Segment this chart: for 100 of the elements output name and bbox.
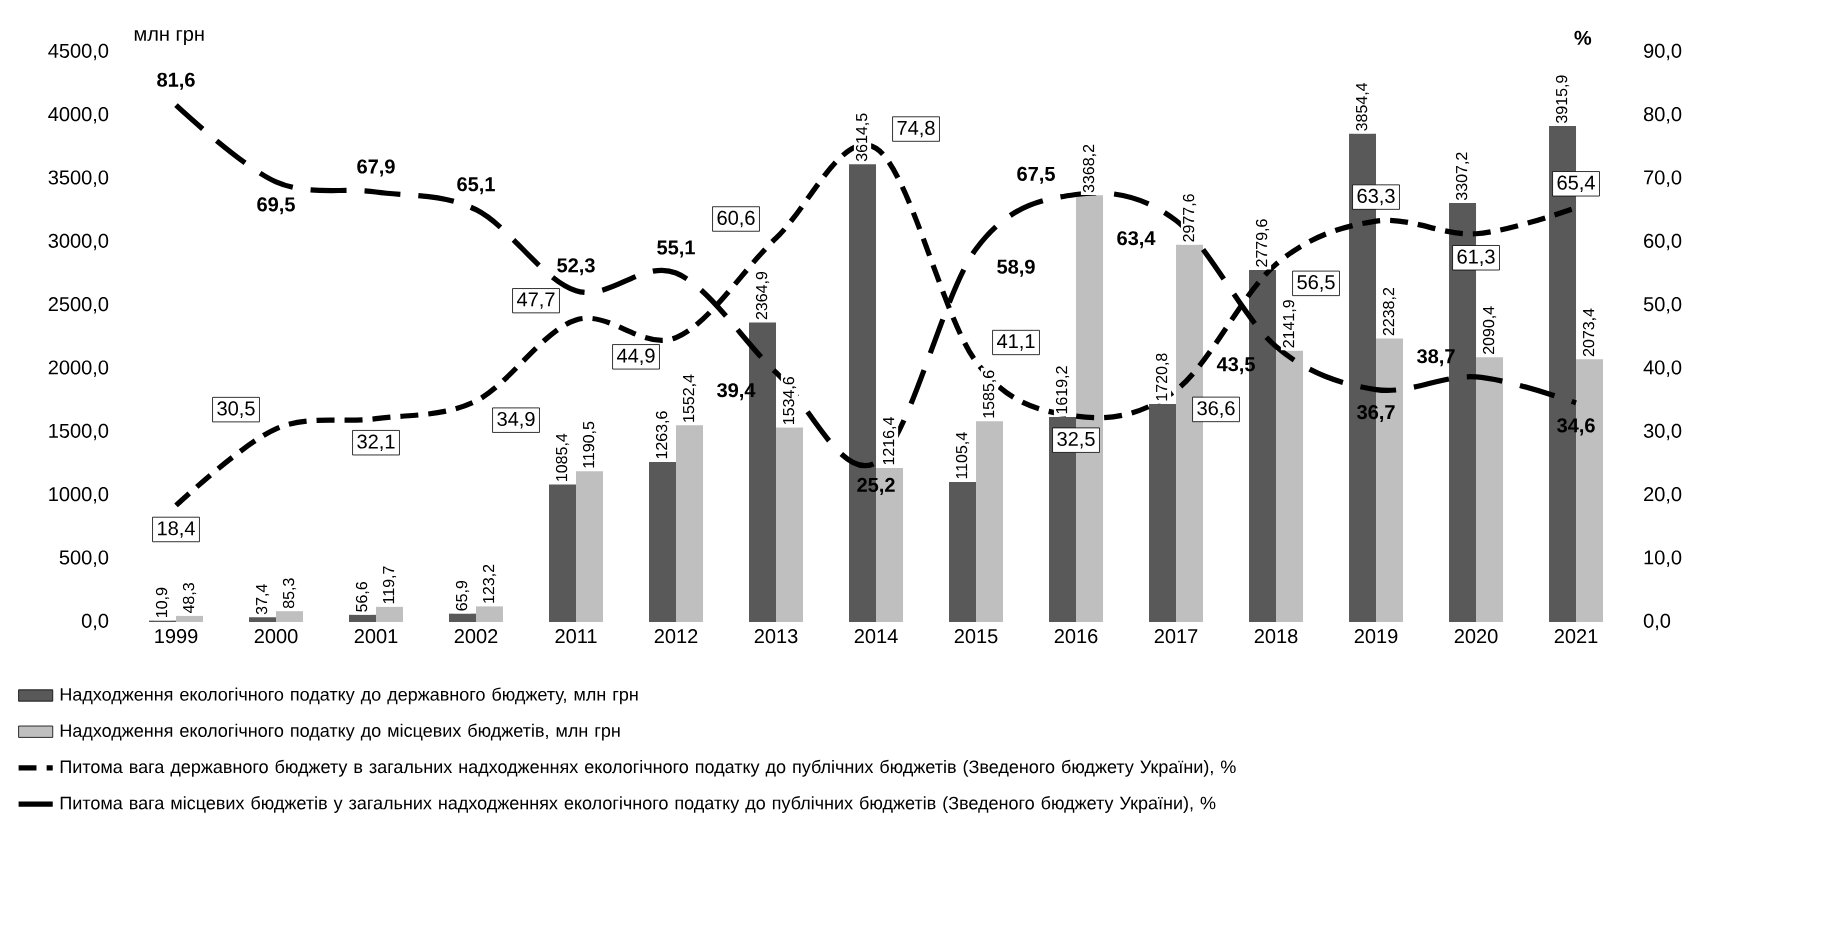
data-label: 32,5 — [1057, 431, 1095, 449]
x-tick-label: 2014 — [854, 629, 898, 644]
y-tick-label: 4000,0 — [48, 107, 109, 124]
data-label: 1585,6 — [982, 370, 997, 418]
data-label: 56,5 — [1297, 275, 1335, 292]
data-label: 2779,6 — [1255, 219, 1270, 267]
data-label: 1085,4 — [555, 433, 570, 481]
y-tick-label: 500,0 — [59, 550, 109, 567]
legend-label: Питома вага місцевих бюджетів у загальних надходженнях екологічного податку до публічних бюджетів (Зведеного бюджету України), % — [60, 796, 1216, 813]
legend-label: Надходження екологічного податку до місцевих бюджетів, млн грн — [60, 723, 620, 741]
data-label: 41,1 — [997, 334, 1035, 351]
y2-tick-label: 70,0 — [1644, 170, 1682, 187]
data-label: 2141,9 — [1282, 300, 1297, 348]
data-label: 2090,4 — [1482, 306, 1497, 354]
bar — [476, 606, 504, 622]
y-tick-label: 0,0 — [81, 613, 109, 631]
x-tick-label: 2017 — [1154, 629, 1198, 644]
data-label: 25,2 — [857, 477, 895, 495]
data-label: 55,1 — [657, 240, 695, 258]
data-label: 48,3 — [182, 583, 197, 614]
bar — [449, 613, 477, 622]
data-label: 1534,6 — [782, 376, 797, 424]
data-label: 36,7 — [1357, 405, 1395, 423]
x-tick-label: 2021 — [1554, 629, 1598, 644]
x-tick-label: 2013 — [754, 629, 798, 644]
bar — [576, 471, 604, 622]
x-tick-label: 2018 — [1254, 629, 1298, 644]
y-tick-label: 3000,0 — [48, 233, 109, 251]
data-label: 30,5 — [217, 401, 255, 418]
data-label: 2238,2 — [1382, 287, 1397, 336]
y-tick-label: 2000,0 — [48, 360, 109, 377]
y-tick-label: 1000,0 — [49, 487, 109, 504]
bar — [949, 481, 977, 622]
y2-tick-label: 80,0 — [1643, 107, 1682, 124]
data-label: 60,6 — [717, 210, 755, 228]
x-tick-label: 2002 — [454, 629, 498, 644]
data-label: 69,5 — [257, 197, 295, 215]
y2-tick-label: 0,0 — [1643, 613, 1671, 631]
x-tick-label: 2001 — [354, 629, 398, 644]
data-label: 3307,2 — [1455, 152, 1470, 201]
bar — [249, 617, 276, 622]
data-label: 34,6 — [1557, 418, 1595, 436]
data-label: 36,6 — [1197, 401, 1235, 418]
y2-tick-label: 90,0 — [1644, 43, 1682, 61]
data-label: 3368,2 — [1082, 144, 1097, 193]
data-label: 3915,9 — [1555, 75, 1570, 123]
data-label: 56,6 — [355, 582, 370, 612]
data-label: 81,6 — [157, 72, 195, 90]
data-label: 1552,4 — [682, 374, 697, 422]
y-axis-title: млн грн — [134, 30, 204, 45]
y2-axis-title: % — [1574, 30, 1592, 45]
legend-label: Надходження екологічного податку до державного бюджету, млн грн — [60, 687, 638, 705]
legend-label: Питома вага державного бюджету в загальних надходженнях екологічного податку до публічних бюджетів (Зведеного бюджету України), % — [60, 759, 1236, 777]
data-label: 58,9 — [997, 259, 1035, 277]
data-label: 34,9 — [497, 411, 535, 429]
data-label: 1263,6 — [655, 411, 670, 459]
x-tick-label: 2011 — [555, 629, 597, 644]
data-label: 1619,2 — [1055, 366, 1070, 414]
data-label: 1720,8 — [1155, 353, 1170, 401]
x-tick-label: 2019 — [1354, 629, 1398, 644]
data-label: 32,1 — [357, 434, 395, 451]
data-label: 123,2 — [482, 564, 497, 603]
bar — [676, 425, 704, 622]
data-label: 47,7 — [517, 292, 555, 309]
y-tick-label: 3500,0 — [48, 170, 109, 187]
data-label: 2977,6 — [1182, 194, 1197, 242]
data-label: 67,5 — [1017, 166, 1055, 184]
data-label: 85,3 — [282, 578, 297, 609]
data-label: 61,3 — [1457, 249, 1495, 267]
data-label: 65,4 — [1557, 175, 1595, 193]
x-tick-label: 1999 — [155, 629, 198, 644]
data-label: 1190,5 — [582, 421, 597, 468]
y2-tick-label: 50,0 — [1643, 297, 1682, 314]
bar — [1276, 350, 1304, 622]
data-label: 65,9 — [455, 580, 470, 611]
data-label: 63,4 — [1117, 231, 1156, 249]
bar — [376, 606, 404, 622]
data-label: 63,3 — [1357, 188, 1395, 206]
data-label: 3614,5 — [855, 113, 870, 162]
data-label: 119,7 — [382, 566, 397, 604]
x-tick-label: 2012 — [654, 629, 698, 644]
data-label: 67,9 — [357, 159, 395, 177]
data-label: 2364,9 — [755, 271, 770, 320]
y-tick-label: 4500,0 — [48, 43, 109, 61]
y2-tick-label: 40,0 — [1643, 360, 1682, 377]
y-tick-label: 2500,0 — [48, 297, 109, 314]
data-label: 1216,4 — [882, 417, 897, 465]
data-label: 65,1 — [457, 177, 495, 195]
bar — [1476, 357, 1504, 622]
x-tick-label: 2015 — [954, 629, 998, 644]
x-tick-label: 2016 — [1054, 629, 1098, 644]
y-tick-label: 1500,0 — [49, 423, 109, 441]
data-label: 10,9 — [155, 587, 170, 617]
y2-tick-label: 10,0 — [1644, 550, 1682, 567]
data-label: 37,4 — [255, 584, 270, 615]
x-tick-label: 2020 — [1454, 629, 1498, 644]
y2-tick-label: 30,0 — [1643, 423, 1682, 441]
data-label: 52,3 — [557, 258, 595, 276]
data-label: 3854,4 — [1355, 82, 1370, 131]
bar — [349, 614, 377, 622]
